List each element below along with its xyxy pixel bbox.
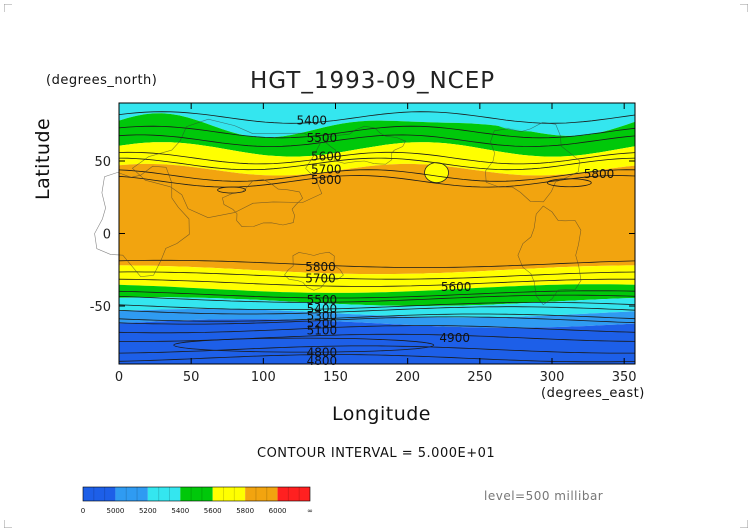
x-tick-label: 100 bbox=[251, 370, 276, 385]
contour-line bbox=[118, 125, 636, 139]
contour-interval-text: CONTOUR INTERVAL = 5.000E+01 bbox=[257, 446, 496, 461]
contour-label: 5600 bbox=[441, 280, 472, 294]
band-5400-5600-south bbox=[119, 284, 635, 306]
contour-line bbox=[118, 134, 636, 147]
crop-mark-icon bbox=[4, 4, 12, 12]
contour-line bbox=[118, 259, 636, 268]
colorbar-label: 5600 bbox=[204, 507, 222, 515]
x-tick-label: 150 bbox=[323, 370, 348, 385]
trough-region bbox=[424, 162, 449, 184]
y-tick-label: 50 bbox=[94, 155, 111, 170]
contour-label: 5200 bbox=[307, 316, 338, 330]
contour-label: 4800 bbox=[307, 354, 338, 368]
contour-line bbox=[118, 294, 636, 303]
contour-label: 4800 bbox=[307, 345, 338, 359]
contour-line bbox=[118, 354, 636, 363]
contour-line bbox=[118, 278, 635, 287]
x-tick-label: 350 bbox=[612, 370, 637, 385]
contour-line bbox=[118, 302, 636, 310]
continent-outline bbox=[94, 165, 190, 278]
contour-label: 5500 bbox=[307, 293, 338, 307]
chart-axes: 0 50 100 150 200 250 300 350 -50 0 50 bbox=[90, 102, 637, 385]
contour-label: 5500 bbox=[307, 131, 338, 145]
colorbar-swatch bbox=[277, 487, 310, 501]
colorbar-label: 0 bbox=[81, 507, 85, 515]
contour-label: 5800 bbox=[584, 167, 615, 181]
chart-title: HGT_1993-09_NCEP bbox=[250, 68, 496, 94]
continent-outline bbox=[284, 251, 344, 291]
contour-label: 5400 bbox=[297, 113, 328, 127]
x-tick-label: 300 bbox=[540, 370, 565, 385]
x-axis-units: (degrees_east) bbox=[541, 386, 645, 401]
contour-line bbox=[118, 151, 636, 165]
contour-line bbox=[118, 316, 636, 325]
colorbar-frame bbox=[82, 486, 311, 502]
contour-label: 5800 bbox=[311, 173, 342, 187]
contour-label: 5700 bbox=[311, 163, 342, 177]
colorbar-label: 5800 bbox=[236, 507, 254, 515]
colorbar-swatch bbox=[180, 487, 213, 501]
colorbar-swatch bbox=[147, 487, 181, 501]
contour-line bbox=[118, 169, 636, 182]
colorbar-swatch bbox=[115, 487, 148, 501]
colorbar: 0 5000 5200 5400 5600 5800 6000 ∞ bbox=[81, 486, 313, 515]
continent-outline bbox=[222, 179, 303, 228]
colorbar-label: 5000 bbox=[107, 507, 125, 515]
contour-line bbox=[118, 325, 636, 334]
contour-line bbox=[118, 345, 635, 354]
continent-outline bbox=[323, 125, 406, 165]
height-field-map bbox=[94, 103, 636, 364]
continent-outline bbox=[131, 118, 323, 219]
colorbar-swatch bbox=[212, 487, 246, 501]
x-tick-label: 0 bbox=[115, 370, 123, 385]
y-axis-units: (degrees_north) bbox=[46, 73, 158, 88]
x-tick-label: 50 bbox=[183, 370, 200, 385]
crop-mark-icon bbox=[740, 4, 748, 12]
closed-contour bbox=[546, 178, 592, 188]
contour-line bbox=[118, 306, 636, 315]
contour-line bbox=[118, 175, 636, 188]
contour-label: 5700 bbox=[305, 271, 336, 285]
colorbar-label: 5200 bbox=[139, 507, 157, 515]
polar-low-region bbox=[490, 103, 571, 132]
colorbar-swatch bbox=[83, 487, 116, 501]
coastlines bbox=[94, 118, 582, 305]
colorbar-label: 6000 bbox=[269, 507, 287, 515]
band-below-5000 bbox=[119, 319, 635, 364]
band-5800-6000 bbox=[119, 163, 635, 275]
contour-line bbox=[118, 313, 636, 322]
contour-label: 4900 bbox=[439, 331, 470, 345]
crop-mark-icon bbox=[740, 520, 748, 528]
contour-label: 5100 bbox=[307, 324, 338, 338]
level-text: level=500 millibar bbox=[484, 489, 604, 503]
contour-lines bbox=[118, 111, 636, 363]
x-axis-label: Longitude bbox=[332, 403, 431, 425]
contour-label: 5800 bbox=[305, 260, 336, 274]
continent-outline bbox=[485, 121, 581, 203]
contour-label: 5400 bbox=[307, 302, 338, 316]
contour-label: 5300 bbox=[307, 309, 338, 323]
closed-contour bbox=[217, 186, 246, 194]
contour-line bbox=[118, 157, 636, 171]
x-tick-label: 250 bbox=[467, 370, 492, 385]
x-tick-label: 200 bbox=[395, 370, 420, 385]
colorbar-label: 5400 bbox=[171, 507, 189, 515]
y-tick-label: -50 bbox=[90, 300, 111, 315]
closed-contour bbox=[173, 337, 435, 353]
contour-line bbox=[118, 271, 636, 280]
crop-mark-icon bbox=[4, 520, 12, 528]
band-5600-5800-north bbox=[119, 142, 635, 176]
colorbar-label: ∞ bbox=[307, 507, 313, 515]
continent-outline bbox=[517, 205, 582, 305]
y-tick-label: 0 bbox=[103, 228, 111, 243]
contour-line bbox=[118, 290, 636, 299]
colorbar-swatch bbox=[245, 487, 278, 501]
contour-label: 5600 bbox=[311, 150, 342, 164]
